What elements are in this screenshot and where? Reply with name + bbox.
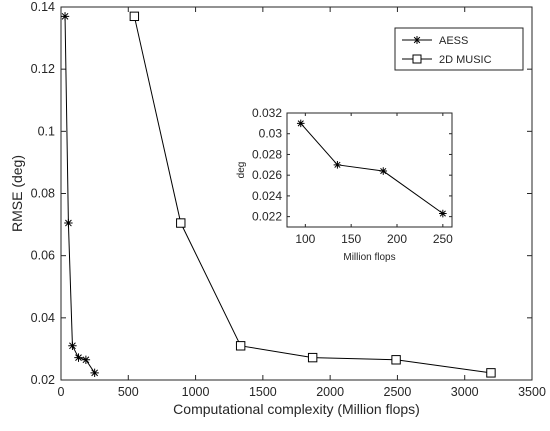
main-y-tick-label: 0.14 (31, 0, 55, 14)
main-x-tick-label: 3500 (518, 385, 546, 399)
main-series-line (133, 16, 492, 374)
inset-y-tick-label: 0.022 (252, 210, 282, 224)
inset-y-axis-label: deg (236, 162, 247, 179)
main-series-2d-music (129, 11, 496, 378)
legend-marker (412, 54, 422, 64)
main-data-point (60, 12, 70, 21)
inset-data-point (333, 161, 342, 169)
legend-marker (413, 36, 421, 44)
main-series-line (64, 16, 96, 374)
inset-plot: 100 150 200 250 0.022 0.024 0.026 0.028 0.03 0.03… (236, 106, 453, 263)
main-data-point (68, 341, 77, 351)
inset-x-tick-label: 250 (433, 232, 453, 246)
main-data-point (486, 368, 496, 378)
main-data-point (64, 218, 73, 228)
main-y-tick-label: 0.12 (31, 62, 55, 76)
main-data-point (307, 352, 318, 363)
main-plot: 0 500 1000 1500 2000 2500 3000 3500 0.02 0.04 0.06… (9, 0, 546, 417)
main-data-point (129, 11, 140, 22)
legend-entry: 2D MUSIC (439, 54, 492, 66)
legend-entry: AESS (439, 35, 468, 47)
main-data-point (235, 341, 246, 351)
inset-y-tick-label: 0.032 (252, 106, 282, 120)
main-x-axis-label: Computational complexity (Million flops) (173, 401, 420, 417)
main-y-tick-label: 0.02 (31, 373, 55, 387)
main-x-tick-label: 3000 (451, 385, 479, 399)
inset-data-point (379, 167, 388, 175)
inset-y-tick-label: 0.03 (259, 127, 283, 141)
main-series-aess (60, 12, 99, 378)
main-x-tick-label: 2500 (384, 385, 412, 399)
inset-x-tick-label: 150 (341, 232, 361, 246)
inset-series-aess (296, 119, 447, 218)
main-x-tick-label: 1000 (182, 385, 210, 399)
inset-data-point (296, 119, 305, 128)
inset-y-tick-label: 0.028 (252, 147, 282, 161)
main-y-tick-label: 0.06 (31, 249, 55, 263)
main-y-axis-label: RMSE (deg) (9, 155, 25, 232)
main-x-tick-label: 2000 (316, 385, 344, 399)
main-data-point (90, 368, 99, 378)
inset-data-point (439, 209, 447, 218)
inset-axes-box (286, 112, 453, 228)
main-x-tick-label: 500 (118, 385, 139, 399)
main-x-tick-label: 0 (58, 385, 65, 399)
main-data-point (81, 355, 91, 364)
inset-x-axis-label: Million flops (343, 252, 395, 263)
main-y-tick-label: 0.1 (38, 124, 55, 138)
legend: AESS 2D MUSIC (394, 27, 524, 71)
main-data-point (176, 218, 186, 228)
inset-y-tick-label: 0.026 (252, 168, 282, 182)
inset-x-tick-label: 200 (387, 232, 407, 246)
inset-series-line (300, 123, 444, 214)
main-y-tick-label: 0.04 (31, 311, 55, 325)
inset-y-tick-label: 0.024 (252, 189, 282, 203)
main-x-tick-label: 1500 (249, 385, 277, 399)
main-data-point (74, 353, 83, 362)
main-data-point (391, 355, 401, 365)
main-y-tick-label: 0.08 (31, 187, 55, 201)
inset-x-tick-label: 100 (295, 232, 315, 246)
